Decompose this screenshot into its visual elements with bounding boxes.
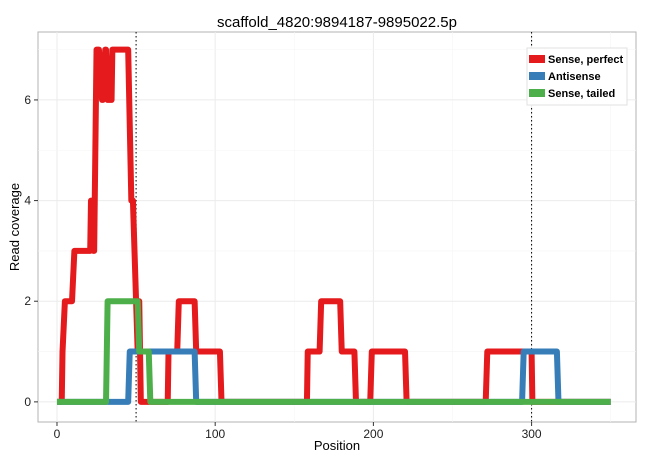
x-tick-label: 100 xyxy=(205,427,225,441)
series-line-sense-tailed xyxy=(56,298,611,405)
x-tick-label: 300 xyxy=(522,427,542,441)
y-tick-label: 4 xyxy=(24,194,31,208)
y-tick-label: 2 xyxy=(24,294,31,308)
legend-label: Sense, tailed xyxy=(548,88,615,100)
x-axis-label: Position xyxy=(314,438,360,453)
legend-label: Antisense xyxy=(548,71,601,83)
y-axis-label: Read coverage xyxy=(7,183,22,271)
x-tick-label: 200 xyxy=(363,427,383,441)
legend-swatch xyxy=(529,89,545,97)
y-tick-label: 0 xyxy=(24,395,31,409)
x-axis-ticks: 0 100 200 300 xyxy=(54,422,542,441)
legend-swatch xyxy=(529,72,545,80)
legend: Sense, perfect Antisense Sense, tailed xyxy=(526,47,628,106)
y-tick-label: 6 xyxy=(24,93,31,107)
x-tick-label: 0 xyxy=(54,427,61,441)
series-lines xyxy=(56,46,611,405)
legend-label: Sense, perfect xyxy=(548,54,624,66)
chart-title: scaffold_4820:9894187-9895022.5p xyxy=(217,14,457,31)
legend-swatch xyxy=(529,55,545,63)
y-axis-ticks: 0 2 4 6 xyxy=(24,93,38,409)
